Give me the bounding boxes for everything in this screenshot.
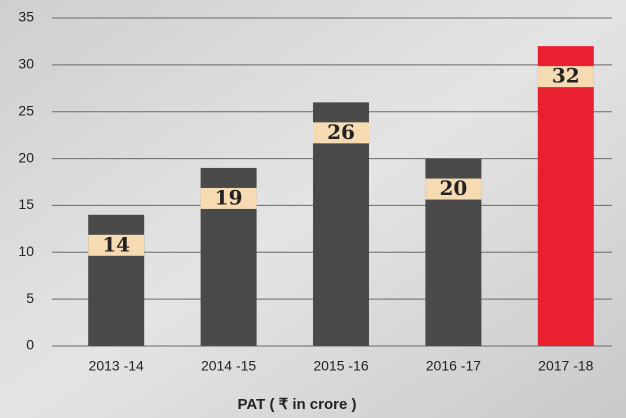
y-tick-label: 10 [18,243,34,259]
y-tick-label: 20 [18,149,34,165]
value-label: 14 [102,232,130,256]
x-tick-label: 2014 -15 [201,358,256,374]
value-label: 32 [552,64,580,88]
value-label-bg [200,187,257,209]
y-tick-label: 5 [26,290,34,306]
x-tick-label: 2017 -18 [538,358,593,374]
x-tick-label: 2016 -17 [426,358,481,374]
x-axis-label: PAT ( ₹ in crore ) [238,396,357,413]
y-tick-label: 30 [18,56,34,72]
y-tick-label: 0 [26,337,34,353]
value-label-bg [313,122,369,144]
value-label: 20 [439,176,467,200]
x-tick-label: 2013 -14 [89,358,144,374]
value-label: 19 [215,185,243,209]
y-tick-label: 25 [18,102,34,118]
value-label-bg [88,234,145,256]
bar [537,46,594,346]
x-tick-label: 2015 -16 [313,358,368,374]
value-label-bg [425,178,482,200]
y-tick-label: 35 [18,9,34,25]
value-label-bg [537,66,594,88]
y-tick-label: 15 [18,196,34,212]
value-label: 26 [327,120,355,144]
